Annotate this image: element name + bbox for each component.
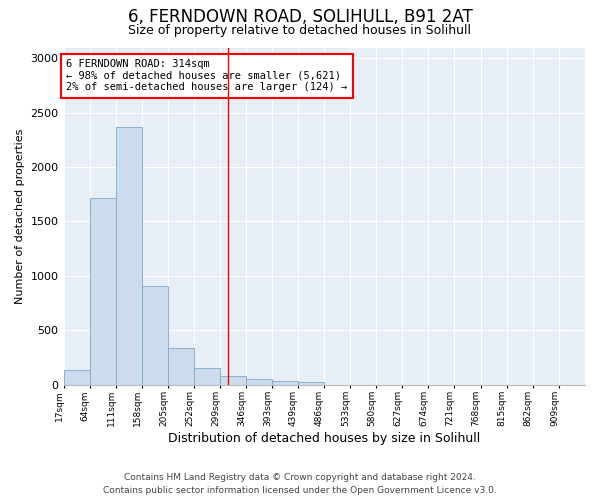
Bar	[116, 127, 142, 384]
Bar	[89, 198, 116, 384]
Bar	[298, 382, 324, 384]
Bar	[246, 378, 272, 384]
Y-axis label: Number of detached properties: Number of detached properties	[15, 128, 25, 304]
Bar	[64, 370, 89, 384]
Text: 6, FERNDOWN ROAD, SOLIHULL, B91 2AT: 6, FERNDOWN ROAD, SOLIHULL, B91 2AT	[128, 8, 472, 26]
Text: 6 FERNDOWN ROAD: 314sqm
← 98% of detached houses are smaller (5,621)
2% of semi-: 6 FERNDOWN ROAD: 314sqm ← 98% of detache…	[66, 60, 347, 92]
Bar	[272, 380, 298, 384]
Bar	[168, 348, 194, 385]
Bar	[142, 286, 168, 384]
Text: Size of property relative to detached houses in Solihull: Size of property relative to detached ho…	[128, 24, 472, 37]
X-axis label: Distribution of detached houses by size in Solihull: Distribution of detached houses by size …	[168, 432, 481, 445]
Bar	[220, 376, 246, 384]
Bar	[194, 368, 220, 384]
Text: Contains HM Land Registry data © Crown copyright and database right 2024.
Contai: Contains HM Land Registry data © Crown c…	[103, 474, 497, 495]
